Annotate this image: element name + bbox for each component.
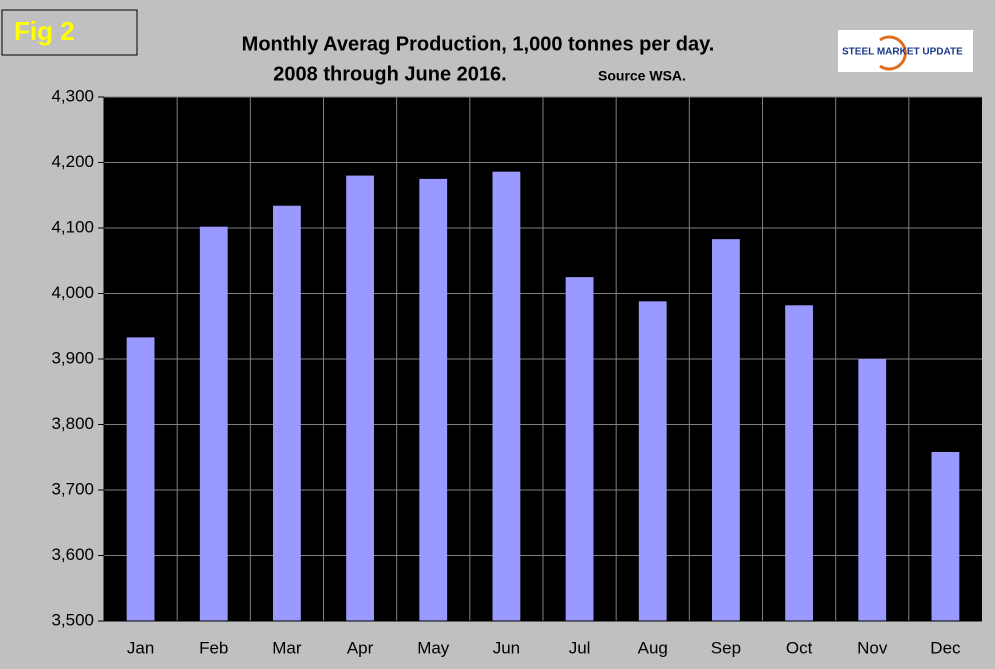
x-tick-label: May: [417, 638, 450, 657]
y-tick-label: 4,200: [51, 152, 94, 171]
y-tick-label: 3,800: [51, 414, 94, 433]
y-tick-label: 3,700: [51, 479, 94, 498]
bar: [858, 359, 887, 621]
y-tick-label: 4,100: [51, 217, 94, 236]
chart-subtitle: 2008 through June 2016.: [273, 63, 506, 85]
logo: STEEL MARKET UPDATE: [842, 47, 963, 58]
x-tick-label: Apr: [347, 638, 374, 657]
y-tick-label: 3,500: [51, 610, 94, 629]
x-tick-label: Aug: [638, 638, 668, 657]
bar: [785, 305, 813, 621]
bar: [492, 171, 521, 622]
fig-box: [1, 9, 138, 56]
x-tick-label: Jul: [569, 638, 591, 657]
x-tick-label: Dec: [930, 638, 961, 657]
x-tick-label: Nov: [857, 638, 888, 657]
y-tick-label: 4,000: [51, 283, 94, 302]
x-tick-label: Mar: [272, 638, 302, 657]
bar: [565, 277, 594, 621]
bar: [712, 239, 740, 621]
bar: [199, 226, 228, 621]
fig-label: Fig 2: [14, 16, 75, 46]
source: Source WSA.: [598, 68, 686, 84]
x-tick-label: Jan: [127, 638, 154, 657]
x-tick-label: Oct: [786, 638, 813, 657]
x-tick-label: Feb: [199, 638, 228, 657]
x-tick-label: Sep: [711, 638, 741, 657]
bar: [273, 205, 301, 622]
y-tick-label: 3,900: [51, 348, 94, 367]
chart-title: Monthly Averag Production, 1,000 tonnes …: [242, 33, 715, 55]
y-tick-label: 4,300: [51, 86, 94, 105]
bar: [346, 175, 374, 621]
bar: [638, 301, 667, 621]
x-tick-label: Jun: [493, 638, 520, 657]
logo-swoosh: [879, 35, 907, 71]
bar: [931, 452, 960, 621]
bar: [126, 337, 155, 621]
y-tick-label: 3,600: [51, 545, 94, 564]
bar: [419, 178, 448, 621]
